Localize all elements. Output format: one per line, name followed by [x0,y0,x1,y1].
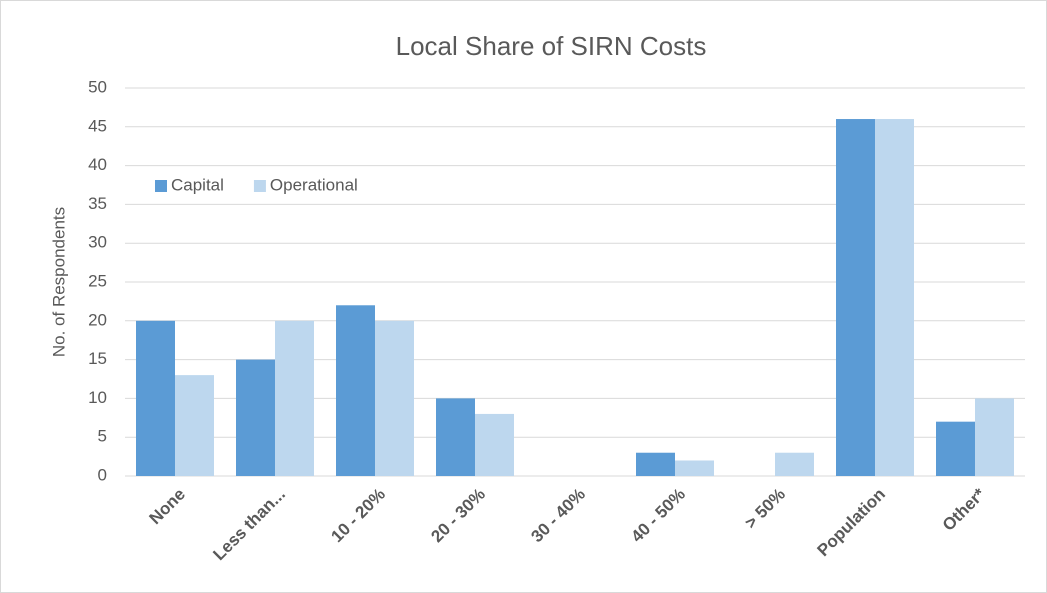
bar [975,398,1014,476]
bar [475,413,514,476]
bar [275,320,314,476]
y-tick-label: 15 [88,349,107,368]
bar [236,359,275,476]
y-tick-label: 0 [98,465,107,484]
y-tick-label: 20 [88,310,107,329]
legend-label: Capital [171,175,224,194]
y-tick-label: 50 [88,77,107,96]
legend-label: Operational [270,175,358,194]
bar [675,460,714,476]
bar [936,421,975,476]
y-tick-label: 35 [88,194,107,213]
bar [136,320,175,476]
y-tick-label: 5 [98,427,107,446]
y-tick-label: 40 [88,155,107,174]
bar [375,320,414,476]
y-tick-label: 30 [88,233,107,252]
bar [436,398,475,476]
y-axis-label: No. of Respondents [49,207,68,357]
legend-swatch [155,180,167,192]
bar [836,119,875,476]
y-tick-label: 10 [88,388,107,407]
bar [636,452,675,476]
y-tick-label: 45 [88,116,107,135]
legend-swatch [253,180,266,192]
y-tick-label: 25 [88,271,107,290]
bar [175,375,214,476]
bar [775,452,814,476]
chart-title: Local Share of SIRN Costs [396,31,707,61]
bar [336,305,375,476]
bar [875,119,914,476]
